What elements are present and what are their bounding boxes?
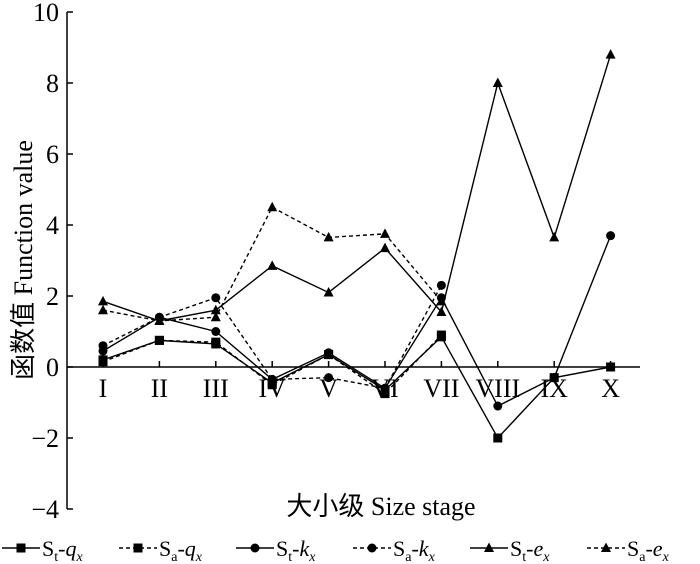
- y-tick-label: 2: [46, 282, 59, 311]
- data-point-sa-qx: [267, 380, 277, 390]
- series-layer: [98, 49, 616, 443]
- legend-label: St-qx: [42, 536, 83, 564]
- legend-label: St-kx: [276, 536, 316, 564]
- x-tick-label: I: [99, 374, 108, 403]
- y-tick-label: 8: [46, 69, 59, 98]
- y-tick-label: 4: [46, 211, 59, 240]
- legend-swatch-marker: [367, 543, 377, 553]
- axes: −4 −2 0 2 4 6 8 10: [31, 0, 640, 524]
- legend-label: Sa-qx: [159, 536, 203, 564]
- legend-swatch-marker: [16, 543, 26, 553]
- data-point-st-qx: [606, 362, 616, 372]
- data-point-sa-ex: [323, 231, 334, 242]
- legend-label: Sa-kx: [393, 536, 436, 564]
- data-point-st-ex: [98, 295, 108, 306]
- data-point-sa-qx: [211, 337, 221, 347]
- data-point-sa-ex: [98, 304, 108, 315]
- y-tick-label: 6: [46, 140, 59, 169]
- series-line-st-qx: [102, 335, 611, 440]
- y-tick-label: 0: [46, 353, 59, 382]
- data-point-sa-ex: [210, 311, 221, 322]
- legend-item-sa-kx: Sa-kx: [353, 536, 436, 564]
- y-tick-label: −4: [31, 495, 59, 524]
- x-tick-label: II: [151, 374, 168, 403]
- series-line-st-ex: [102, 54, 612, 322]
- x-tick-label: VIII: [475, 374, 520, 403]
- legend-item-st-kx: St-kx: [236, 536, 316, 564]
- legend-label: Sa-ex: [627, 536, 670, 564]
- legend: St-qx Sa-qx St-kx Sa-kx St-ex Sa-ex: [2, 536, 670, 564]
- legend-item-sa-qx: Sa-qx: [119, 536, 203, 564]
- data-point-st-ex: [323, 286, 334, 297]
- data-point-sa-qx: [98, 357, 108, 367]
- data-point-st-ex: [492, 77, 503, 87]
- data-point-st-kx: [211, 327, 221, 336]
- series-line-sa-kx: [102, 285, 443, 390]
- data-point-st-kx: [493, 401, 503, 411]
- labels-layer: I II III IV V VI VII VIII IX X: [99, 374, 621, 403]
- legend-swatch-marker: [133, 543, 143, 553]
- series-line-st-kx: [102, 235, 612, 407]
- legend-label: St-ex: [510, 536, 550, 564]
- data-point-sa-ex: [436, 295, 447, 306]
- data-point-st-qx: [493, 433, 503, 443]
- x-axis-title: 大小级 Size stage: [286, 492, 475, 521]
- data-point-sa-qx: [154, 335, 164, 345]
- x-tick-label: X: [601, 374, 620, 403]
- legend-item-st-qx: St-qx: [2, 536, 83, 564]
- data-point-st-kx: [549, 373, 559, 383]
- data-point-sa-kx: [436, 280, 446, 290]
- x-tick-label: III: [203, 374, 229, 403]
- legend-item-st-ex: St-ex: [470, 536, 550, 564]
- series-sa-ex: [98, 201, 447, 325]
- x-tick-label: IV: [258, 374, 286, 403]
- data-point-st-ex: [380, 242, 390, 253]
- data-point-sa-ex: [267, 201, 278, 212]
- legend-swatch-marker: [601, 542, 611, 552]
- data-point-st-ex: [267, 260, 278, 270]
- legend-swatch-marker: [250, 543, 260, 553]
- series-st-ex: [98, 49, 616, 325]
- x-tick-label: VI: [371, 374, 398, 403]
- data-point-sa-qx: [380, 389, 390, 399]
- data-point-st-kx: [324, 348, 334, 358]
- data-point-sa-ex: [380, 228, 390, 238]
- data-point-sa-kx: [211, 293, 221, 303]
- legend-item-sa-ex: Sa-ex: [587, 536, 670, 564]
- data-point-sa-kx: [267, 374, 277, 384]
- y-tick-label: 10: [33, 0, 59, 27]
- data-point-sa-kx: [380, 383, 390, 393]
- x-tick-label: V: [319, 374, 338, 403]
- data-point-sa-ex: [154, 315, 165, 325]
- series-st-qx: [98, 332, 616, 443]
- y-tick-label: −2: [31, 424, 59, 453]
- data-point-st-ex: [549, 231, 560, 242]
- y-axis-title: 函数值 Function value: [9, 140, 38, 380]
- x-tick-label: VII: [423, 374, 459, 403]
- data-point-st-kx: [606, 231, 616, 241]
- x-tick-label: IX: [540, 374, 568, 403]
- series-st-kx: [98, 231, 616, 411]
- data-point-sa-qx: [436, 330, 446, 340]
- data-point-sa-kx: [324, 373, 334, 383]
- legend-swatch-marker: [484, 542, 494, 552]
- data-point-st-ex: [605, 49, 616, 59]
- data-point-sa-kx: [98, 341, 108, 351]
- data-point-st-ex: [436, 306, 447, 316]
